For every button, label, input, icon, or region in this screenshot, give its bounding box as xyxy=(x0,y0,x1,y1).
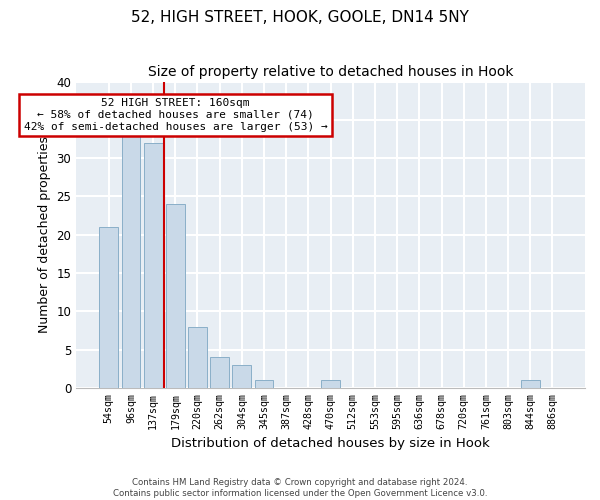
Bar xyxy=(166,204,185,388)
Y-axis label: Number of detached properties: Number of detached properties xyxy=(38,136,51,333)
Text: Contains HM Land Registry data © Crown copyright and database right 2024.
Contai: Contains HM Land Registry data © Crown c… xyxy=(113,478,487,498)
Text: 52, HIGH STREET, HOOK, GOOLE, DN14 5NY: 52, HIGH STREET, HOOK, GOOLE, DN14 5NY xyxy=(131,10,469,25)
Bar xyxy=(232,365,251,388)
Text: 52 HIGH STREET: 160sqm
← 58% of detached houses are smaller (74)
42% of semi-det: 52 HIGH STREET: 160sqm ← 58% of detached… xyxy=(23,98,327,132)
Bar xyxy=(100,227,118,388)
Bar xyxy=(521,380,539,388)
X-axis label: Distribution of detached houses by size in Hook: Distribution of detached houses by size … xyxy=(171,437,490,450)
Bar xyxy=(188,326,207,388)
Title: Size of property relative to detached houses in Hook: Size of property relative to detached ho… xyxy=(148,65,514,79)
Bar xyxy=(210,357,229,388)
Bar xyxy=(122,135,140,388)
Bar xyxy=(254,380,274,388)
Bar xyxy=(143,143,163,388)
Bar xyxy=(321,380,340,388)
